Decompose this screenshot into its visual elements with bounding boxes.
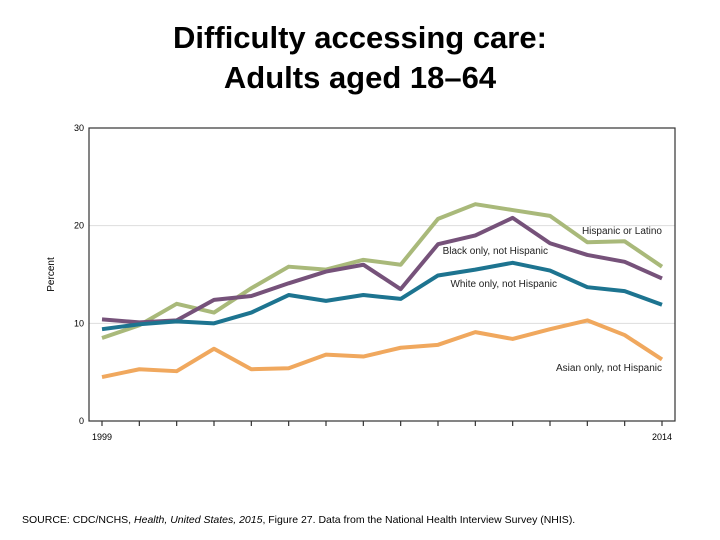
series-label: Hispanic or Latino: [582, 226, 662, 237]
series-line: [101, 260, 663, 332]
source-note: SOURCE: CDC/NCHS, Health, United States,…: [22, 514, 575, 526]
x-tick-label: 1999: [92, 432, 112, 442]
series-label: Asian only, not Hispanic: [556, 363, 662, 374]
plot-frame: [88, 127, 676, 422]
source-suffix: , Figure 27. Data from the National Heal…: [262, 514, 576, 526]
series-line: [101, 215, 663, 325]
series-line: [101, 318, 664, 380]
y-tick-label: 10: [74, 318, 84, 328]
y-tick-label: 0: [79, 416, 84, 426]
source-prefix: SOURCE: CDC/NCHS,: [22, 514, 135, 526]
y-tick-label: 30: [74, 123, 84, 133]
y-tick-label: 20: [74, 221, 84, 231]
chart-title: Difficulty accessing care: Adults aged 1…: [0, 18, 720, 98]
title-line-2: Adults aged 18–64: [223, 60, 497, 95]
y-axis-label: Percent: [46, 257, 57, 292]
source-italic: Health, United States, 2015: [134, 514, 263, 526]
title-line-1: Difficulty accessing care:: [173, 20, 547, 55]
series-label: White only, not Hispanic: [450, 279, 557, 290]
x-tick-label: 2014: [652, 432, 672, 442]
series-label: Black only, not Hispanic: [443, 246, 548, 257]
series-line: [101, 202, 664, 340]
